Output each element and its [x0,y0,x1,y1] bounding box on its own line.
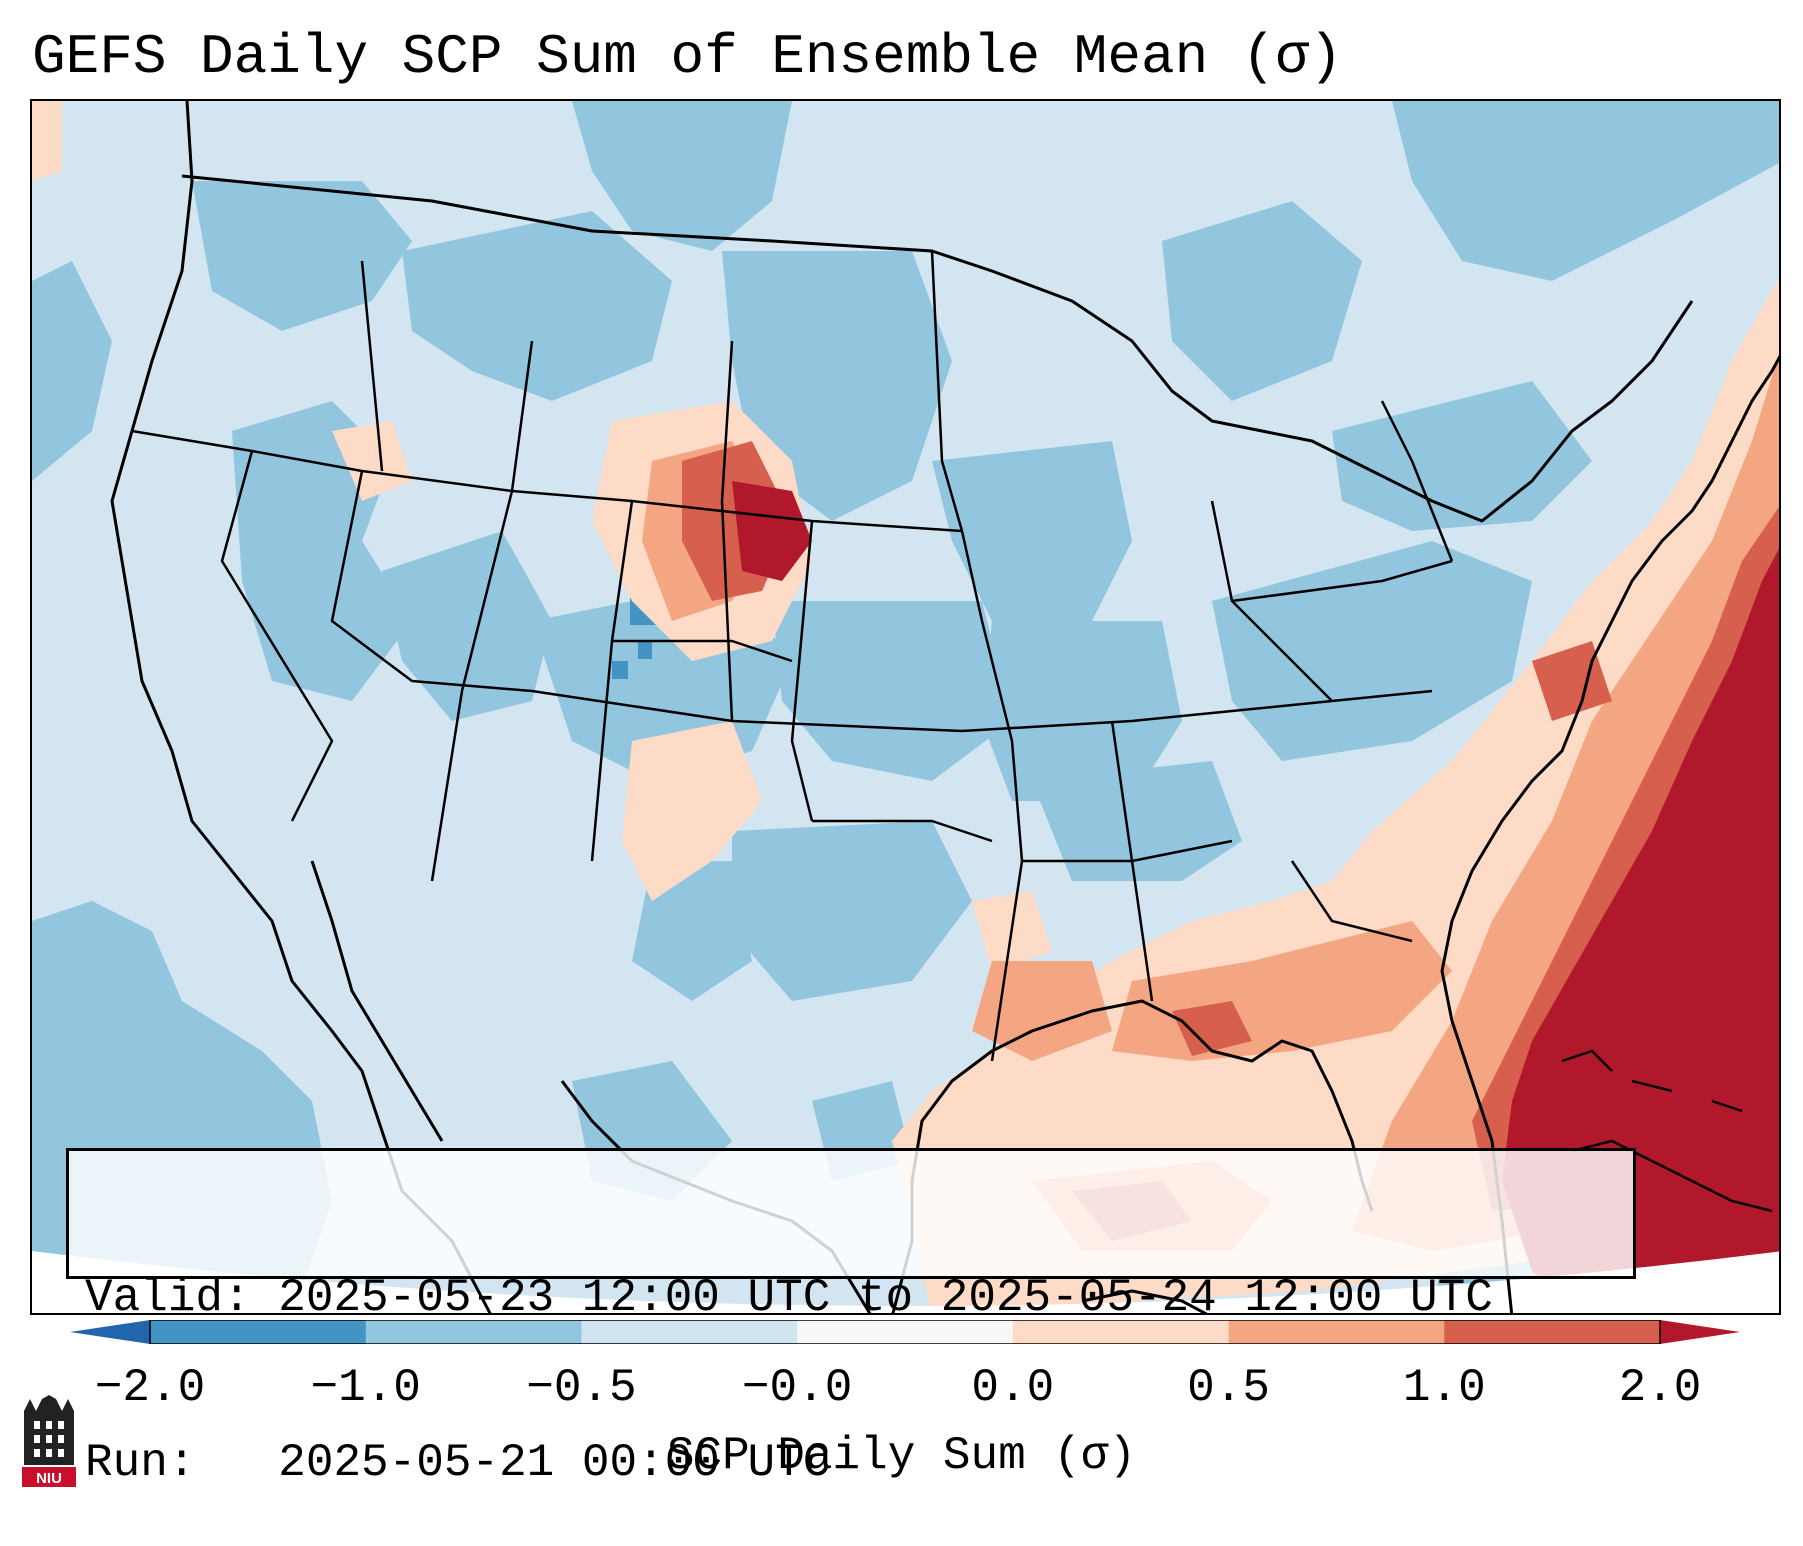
colorbar [70,1320,1740,1344]
coastlines [110,101,1779,1313]
colorbar-tick-label: −2.0 [94,1362,206,1414]
colorbar-tick-label: 0.5 [1187,1362,1270,1414]
colorbar-tick-label: 1.0 [1402,1362,1486,1414]
map-title: GEFS Daily SCP Sum of Ensemble Mean (σ) [32,25,1343,89]
national-border [181,174,1694,523]
colorbar-segment [1444,1320,1661,1344]
colorbar-tick-label: −1.0 [310,1362,421,1414]
state-borders [131,250,1454,1062]
colorbar-label: SCP Daily Sum (σ) [666,1430,1137,1482]
niu-logo: NIU [22,1395,76,1487]
colorbar-segment [581,1320,798,1344]
scp-field-map [32,101,1779,1313]
colorbar-segments [150,1320,1661,1344]
colorbar-extend-low [70,1320,150,1344]
valid-run-info-box: Valid: 2025-05-23 12:00 UTC to 2025-05-2… [66,1148,1636,1489]
colorbar-segment [365,1320,582,1344]
run-time-text: Run: 2025-05-21 00:00 UTC [85,1437,831,1489]
svg-text:NIU: NIU [36,1470,62,1487]
colorbar-tick-label: 0.0 [971,1362,1055,1414]
colorbar-outline [149,1320,1661,1344]
map-panel [30,99,1781,1315]
projection-edge [32,1251,1779,1313]
colorbar-segment [150,1320,367,1344]
colorbar-segment [1012,1320,1230,1344]
field-dark-red-patches [732,481,1779,1313]
colorbar-tick-label: −0.0 [741,1362,853,1414]
colorbar-tick-label: −0.5 [526,1362,637,1414]
caribbean-islands [1561,1049,1773,1213]
colorbar-segment [797,1320,1014,1344]
valid-time-text: Valid: 2025-05-23 12:00 UTC to 2025-05-2… [85,1272,1493,1324]
colorbar-extend-high [1660,1320,1740,1344]
colorbar-tick-label: 2.0 [1618,1362,1702,1414]
colorbar-segment [1228,1320,1445,1344]
